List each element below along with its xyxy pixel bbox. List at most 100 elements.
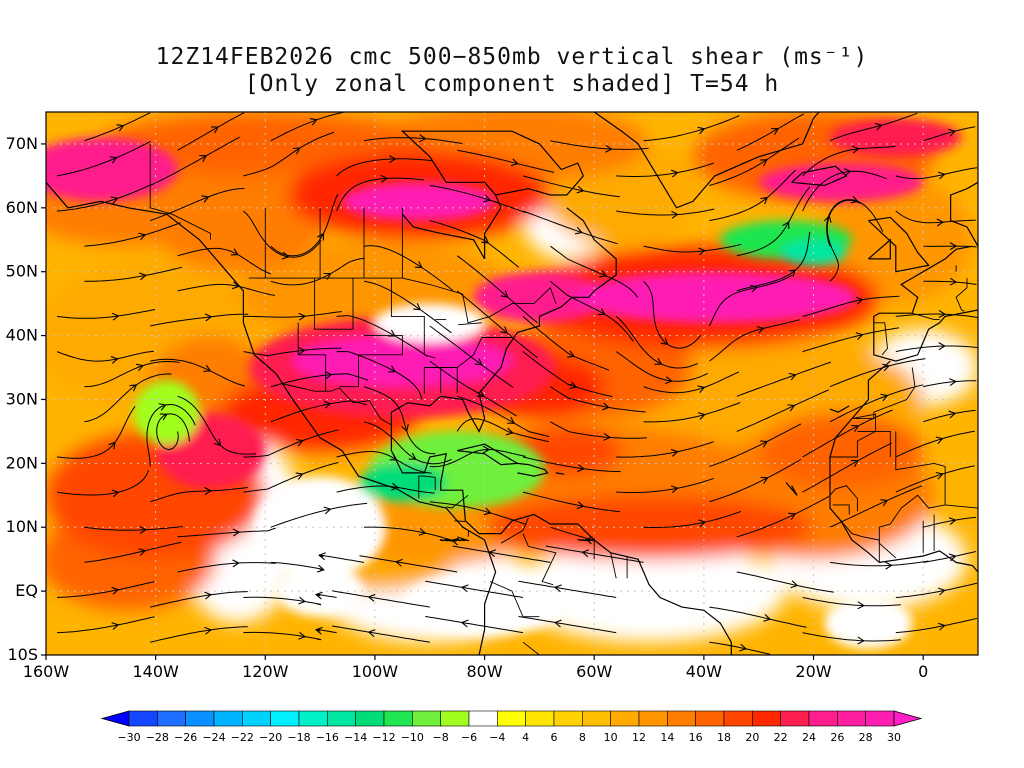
coastline	[791, 165, 848, 187]
streamline-arrowhead	[885, 561, 893, 570]
border-line	[851, 367, 916, 420]
streamline-arrowhead	[756, 325, 765, 334]
streamline	[457, 395, 550, 437]
streamline-arrowhead	[231, 281, 240, 290]
longitude-label: 140W	[132, 662, 179, 681]
streamline-arrowhead	[297, 346, 306, 355]
colorbar-swatch	[610, 710, 640, 727]
colorbar-tick-label: 28	[859, 731, 873, 744]
border-line	[489, 581, 540, 618]
streamline-arrowhead	[213, 438, 222, 447]
streamline-arrowhead	[760, 440, 769, 448]
coastline	[873, 245, 978, 362]
border-line	[878, 431, 946, 559]
streamline-arrowhead	[111, 586, 120, 595]
streamline-arrowhead	[111, 622, 120, 630]
streamline-arrowhead	[116, 124, 125, 132]
border-line	[467, 530, 470, 537]
streamline	[522, 351, 613, 398]
streamline-arrowhead	[697, 385, 706, 393]
coastline	[390, 425, 732, 655]
streamline-arrowhead	[413, 303, 422, 311]
streamline	[895, 210, 976, 224]
border-line	[955, 278, 968, 312]
streamline-arrowhead	[855, 332, 864, 340]
streamline-arrowhead	[204, 591, 212, 600]
streamline	[522, 316, 610, 371]
streamline	[56, 183, 153, 212]
latitude-label: 70N	[6, 134, 38, 153]
streamline	[895, 167, 978, 180]
colorbar-swatch	[582, 710, 611, 727]
border-line	[840, 520, 880, 563]
streamline-arrowhead	[419, 134, 427, 143]
streamline	[923, 280, 977, 285]
colorbar-swatch	[242, 710, 271, 727]
streamline	[425, 615, 524, 634]
streamline	[895, 582, 978, 598]
colorbar-tick-label: −22	[231, 731, 254, 744]
map-title: 12Z14FEB2026 cmc 500−850mb vertical shea…	[0, 44, 1024, 98]
border-line	[454, 520, 465, 522]
streamline-arrowhead	[500, 326, 508, 334]
streamline-arrowhead	[576, 501, 585, 510]
colorbar-tick-label: 16	[689, 731, 703, 744]
streamline-arrowhead	[414, 261, 423, 269]
streamline	[429, 448, 526, 468]
streamline	[550, 386, 646, 413]
colorbar-tick-label: −18	[287, 731, 310, 744]
coastline	[517, 462, 549, 477]
streamline-arrowhead	[602, 402, 610, 411]
colorbar-tick-label: −20	[259, 731, 282, 744]
streamline	[643, 402, 741, 423]
streamline-arrowhead	[599, 270, 608, 278]
colorbar-swatch	[497, 710, 526, 727]
colorbar-high-triangle	[893, 710, 923, 727]
colorbar-tick-label: −6	[461, 731, 477, 744]
streamline-arrowhead	[567, 350, 576, 358]
streamline	[643, 115, 740, 142]
streamline-arrowhead	[201, 195, 210, 203]
streamline	[150, 626, 248, 643]
streamline	[802, 295, 900, 317]
streamline-arrowhead	[851, 145, 860, 154]
streamline-arrowhead	[500, 290, 509, 298]
streamline-arrowhead	[597, 308, 606, 316]
streamline-arrowhead	[576, 185, 585, 194]
streamline	[522, 456, 621, 473]
streamline-arrowhead	[387, 329, 396, 337]
colorbar-tick-label: 24	[802, 731, 816, 744]
colorbar-swatch	[667, 710, 696, 727]
border-line	[522, 641, 595, 655]
streamline	[332, 625, 430, 643]
streamline	[456, 290, 538, 359]
border-line	[832, 504, 850, 515]
streamline	[550, 140, 649, 150]
streamline	[522, 175, 620, 198]
coastline	[637, 112, 820, 209]
streamline	[829, 358, 926, 388]
streamline	[270, 193, 339, 257]
streamline	[150, 358, 246, 387]
streamline-arrowhead	[750, 284, 758, 293]
colorbar-tick-label: 4	[522, 731, 529, 744]
colorbar-low-triangle	[100, 710, 130, 727]
border-line	[149, 143, 211, 240]
streamline-arrowhead	[474, 358, 483, 366]
longitude-label: 80W	[466, 662, 502, 681]
latitude-label: 50N	[6, 262, 38, 281]
streamline	[177, 247, 271, 275]
streamline	[150, 591, 248, 608]
shading-region-negative	[824, 597, 913, 649]
streamline-arrowhead	[323, 506, 332, 515]
streamline-arrowhead	[483, 194, 492, 203]
streamline-arrowhead	[138, 548, 147, 556]
streamline-arrowhead	[654, 357, 663, 365]
border-line	[358, 335, 403, 356]
streamline-arrowhead	[949, 378, 957, 387]
coastline	[785, 482, 798, 496]
streamline	[243, 596, 322, 606]
colorbar-swatch	[213, 710, 243, 727]
streamline	[456, 418, 550, 443]
streamline-arrowhead	[401, 424, 409, 433]
